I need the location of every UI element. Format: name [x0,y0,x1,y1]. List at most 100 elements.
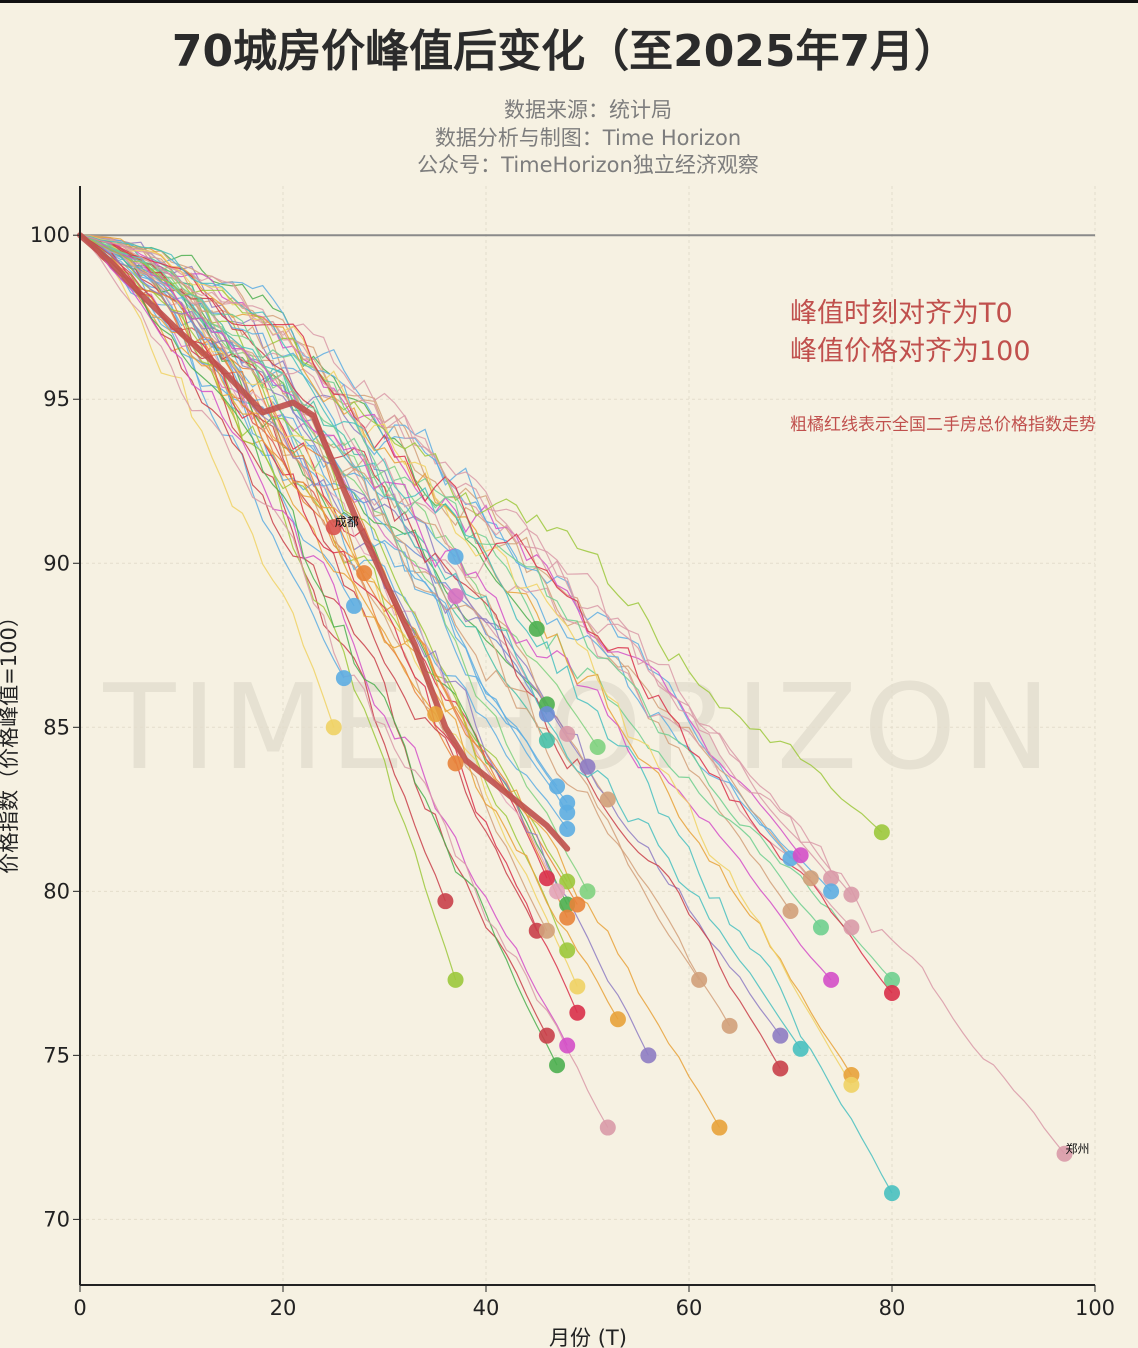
city-endpoint-marker [549,883,566,900]
city-endpoint-marker [325,519,342,536]
city-endpoint-marker [589,738,606,755]
y-tick-label: 95 [43,387,70,411]
city-line [79,234,568,905]
city-endpoint-marker [843,919,860,936]
city-endpoint-marker [812,919,829,936]
chart-title: 70城房价峰值后变化（至2025年7月） [172,26,958,77]
city-endpoint-marker [437,893,454,910]
city-endpoint-marker [802,870,819,887]
city-endpoint-marker [884,1185,900,1202]
city-line [79,234,568,1046]
city-endpoint-marker [599,791,616,808]
annotation-national: 粗橘红线表示全国二手房总价格指数走势 [790,415,1096,435]
city-line [79,234,548,741]
city-endpoint-marker [427,706,444,723]
city-line [79,234,578,905]
city-endpoint-marker [569,896,586,913]
city-endpoint-marker [884,971,900,988]
city-line [79,234,802,1050]
city-endpoint-marker [559,873,576,890]
city-line [79,234,335,728]
city-endpoint-marker [792,847,809,864]
city-line [79,234,548,931]
city-endpoint-marker [447,755,464,772]
city-endpoint-marker [884,985,900,1002]
city-endpoint-marker [538,1027,555,1044]
city-endpoint-marker [538,706,555,723]
city-line [79,234,781,1037]
city-line [79,234,568,830]
city-endpoint-marker [559,909,576,926]
city-endpoint-marker [823,870,840,887]
city-endpoint-marker [873,824,890,841]
annotation-100: 峰值价格对齐为100 [790,336,1031,367]
city-line [79,234,832,981]
city-endpoint-marker [721,1017,738,1034]
city-line [79,234,619,1020]
y-tick-label: 70 [43,1207,70,1231]
x-tick-label: 60 [676,1296,703,1320]
city-endpoint-marker [325,719,342,736]
city-line [79,234,568,813]
city-line [79,234,538,931]
city-endpoint-marker [346,597,363,614]
national-line [77,232,571,852]
city-endpoint-marker [538,922,555,939]
city-endpoint-marker [549,778,566,795]
city-endpoint-marker [447,971,464,988]
city-endpoint-marker [843,886,860,903]
city-endpoint-marker [640,1047,657,1064]
city-line [79,234,1065,1155]
city-line [79,234,578,987]
x-tick-label: 80 [879,1296,906,1320]
city-endpoint-marker [356,565,373,582]
x-tick-label: 100 [1075,1296,1115,1320]
city-line [79,234,893,981]
city-line [79,234,558,1066]
national-line-group [77,232,571,852]
city-endpoint-marker [559,804,576,821]
axes: 0 20 40 60 80 100 70 75 80 85 90 95 100 [30,186,1115,1320]
subtitle-author: 数据分析与制图：Time Horizon [435,126,741,150]
city-endpoint-marker [447,548,464,565]
city-line [79,234,893,1194]
city-endpoint-marker [599,1119,616,1136]
annotation-t0: 峰值时刻对齐为T0 [790,298,1013,329]
city-endpoint-marker [335,670,352,687]
city-endpoint-marker [538,870,555,887]
y-axis-label: 价格指数（价格峰值=100） [0,606,21,874]
city-line [79,234,568,951]
city-line [79,234,548,1036]
city-endpoint-marker [559,820,576,837]
x-tick-label: 0 [73,1296,86,1320]
city-endpoint-marker [559,725,576,742]
y-tick-label: 80 [43,879,70,903]
subtitle-source: 数据来源：统计局 [504,98,672,122]
city-endpoint-marker [569,1004,586,1021]
city-endpoint-marker [559,1037,576,1054]
city-label: 成都 [335,515,359,529]
city-endpoint-marker [843,1076,860,1093]
city-endpoint-marker [772,1027,789,1044]
city-line [79,234,781,1069]
y-tick-label: 100 [30,223,70,247]
city-line [79,234,822,928]
city-line [79,234,791,912]
top-border [0,0,1138,3]
city-line [79,234,852,1086]
city-line [79,234,558,892]
city-endpoint-marker [447,588,464,605]
y-tick-label: 85 [43,715,70,739]
y-tick-label: 90 [43,551,70,575]
city-line [79,234,852,928]
city-endpoint-marker [569,978,586,995]
city-label: 郑州 [1066,1141,1090,1156]
city-endpoint-marker [538,732,555,749]
city-endpoint-marker [579,883,596,900]
x-tick-label: 20 [270,1296,297,1320]
city-endpoint-marker [691,971,708,988]
city-endpoint-marker [772,1060,789,1077]
city-line [79,234,852,1076]
